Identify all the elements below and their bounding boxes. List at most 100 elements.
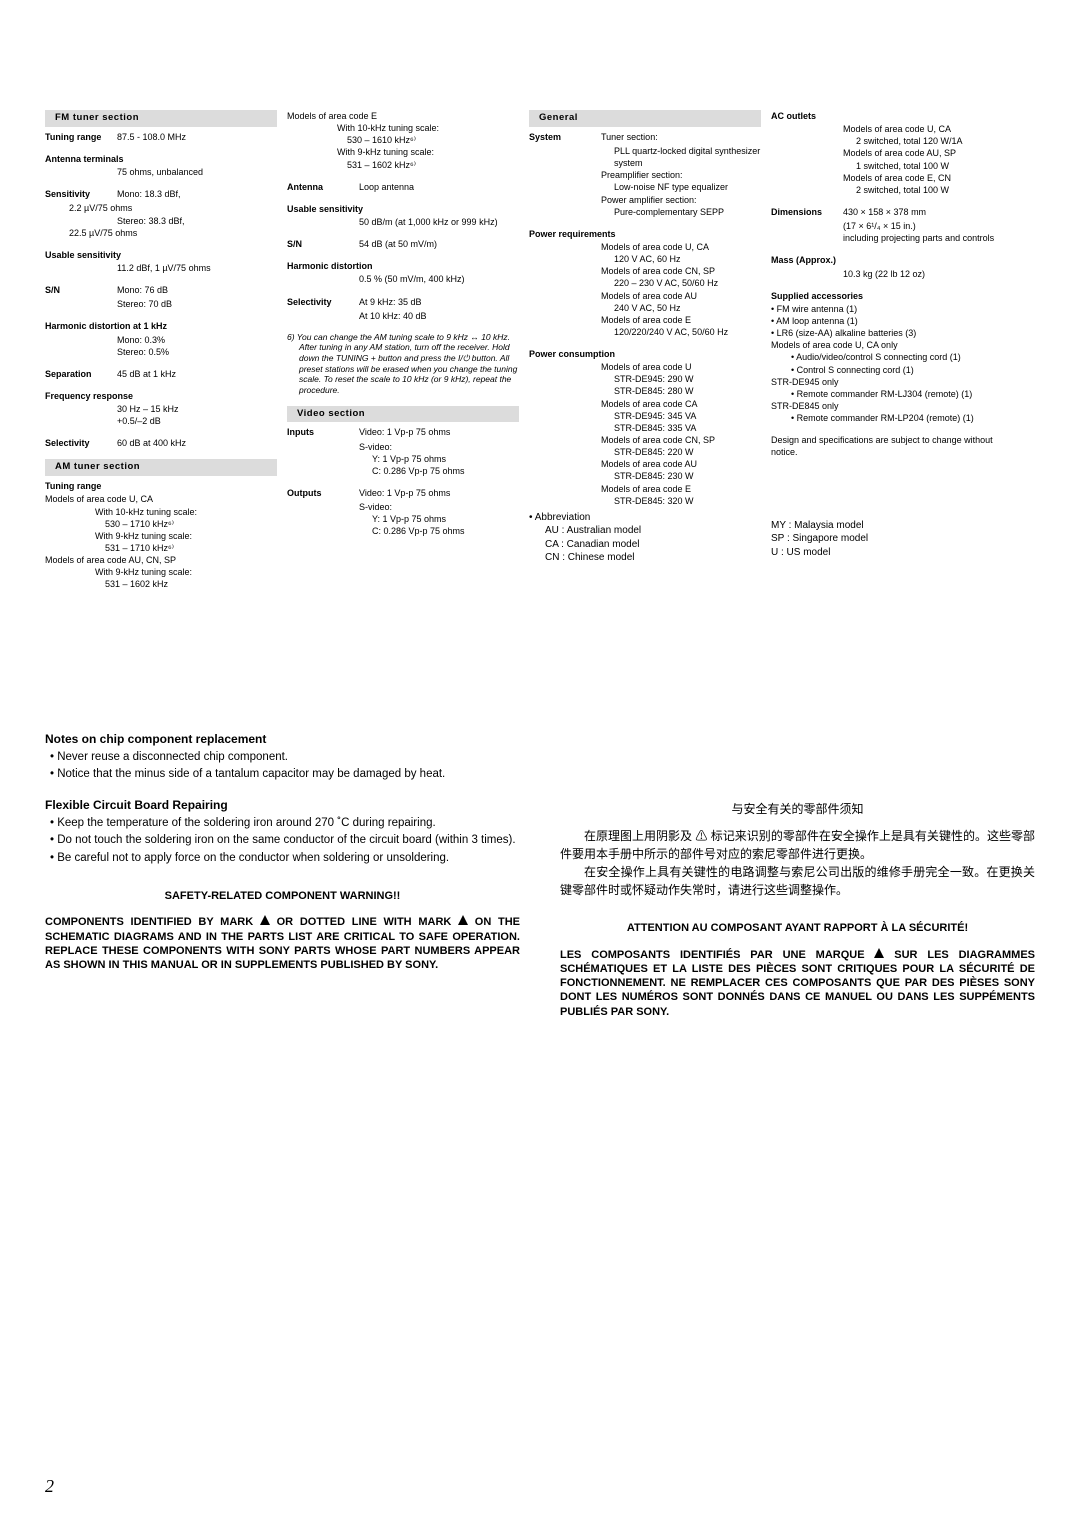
- val: STR-DE945 only: [771, 376, 1003, 388]
- val: Models of area code AU: [529, 290, 761, 302]
- bottom-right: 与安全有关的零部件须知 在原理图上用阴影及 ⚠ 标记来识别的零部件在安全操作上是…: [560, 731, 1035, 1020]
- lbl: Frequency response: [45, 390, 277, 402]
- notice: Design and specifications are subject to…: [771, 434, 1003, 458]
- column-4: AC outlets Models of area code U, CA 2 s…: [771, 110, 1003, 591]
- val: Models of area code U, CA only: [771, 339, 1003, 351]
- lbl: Usable sensitivity: [287, 203, 519, 215]
- spec-columns: FM tuner section Tuning range87.5 - 108.…: [45, 110, 1035, 591]
- warning-triangle-icon: [874, 948, 884, 958]
- val: Y: 1 Vp-p 75 ohms: [287, 513, 519, 525]
- warn-body: COMPONENTS IDENTIFIED BY MARK OR DOTTED …: [45, 915, 520, 972]
- val: • Remote commander RM-LJ304 (remote) (1): [771, 388, 1003, 400]
- val: Mono: 76 dB: [117, 284, 277, 296]
- val: STR-DE845: 230 W: [529, 470, 761, 482]
- val: 2.2 µV/75 ohms: [45, 202, 277, 214]
- val: S-video:: [287, 441, 519, 453]
- lbl: Inputs: [287, 426, 359, 438]
- val: Models of area code U, CA: [771, 123, 1003, 135]
- val: With 9-kHz tuning scale:: [287, 146, 519, 158]
- val: 0.5 % (50 mV/m, 400 kHz): [287, 273, 519, 285]
- val: C: 0.286 Vp-p 75 ohms: [287, 465, 519, 477]
- lbl: Usable sensitivity: [45, 249, 277, 261]
- val: 22.5 µV/75 ohms: [45, 227, 277, 239]
- fr-body: LES COMPOSANTS IDENTIFIÉS PAR UNE MARQUE…: [560, 948, 1035, 1019]
- val: With 10-kHz tuning scale:: [287, 122, 519, 134]
- val: Low-noise NF type equalizer: [529, 181, 761, 193]
- val: 530 – 1610 kHz⁶⁾: [287, 134, 519, 146]
- lbl: Sensitivity: [45, 188, 117, 200]
- val: 87.5 - 108.0 MHz: [117, 131, 277, 143]
- val: Stereo: 70 dB: [45, 298, 277, 310]
- lbl: AC outlets: [771, 110, 1003, 122]
- page-number: 2: [45, 1474, 54, 1498]
- warning-triangle-icon: [260, 915, 270, 925]
- flex-header: Flexible Circuit Board Repairing: [45, 797, 520, 813]
- val: 2 switched, total 100 W: [771, 184, 1003, 196]
- lbl: Supplied accessories: [771, 290, 1003, 302]
- val: • Control S connecting cord (1): [771, 364, 1003, 376]
- val: Loop antenna: [359, 181, 519, 193]
- val: Models of area code U, CA: [45, 493, 277, 505]
- val: STR-DE845 only: [771, 400, 1003, 412]
- fm-header: FM tuner section: [45, 110, 277, 127]
- txt: LES COMPOSANTS IDENTIFIÉS PAR UNE MARQUE: [560, 949, 874, 961]
- val: Models of area code AU, SP: [771, 147, 1003, 159]
- lbl: Separation: [45, 368, 117, 380]
- val: Models of area code E: [287, 110, 519, 122]
- val: 430 × 158 × 378 mm: [843, 206, 1003, 218]
- val: Models of area code E: [529, 483, 761, 495]
- val: including projecting parts and controls: [771, 232, 1003, 244]
- val: Models of area code CN, SP: [529, 265, 761, 277]
- note-item: • Keep the temperature of the soldering …: [45, 816, 520, 832]
- lbl: Tuning range: [45, 131, 117, 143]
- notes-header: Notes on chip component replacement: [45, 731, 520, 747]
- val: With 9-kHz tuning scale:: [45, 566, 277, 578]
- val: Models of area code AU: [529, 458, 761, 470]
- note-item: • Do not touch the soldering iron on the…: [45, 833, 520, 849]
- txt: COMPONENTS IDENTIFIED BY MARK: [45, 916, 260, 928]
- val: PLL quartz-locked digital synthesizer sy…: [529, 145, 761, 169]
- note-item: • Be careful not to apply force on the c…: [45, 851, 520, 867]
- val: Preamplifier section:: [529, 169, 761, 181]
- val: With 10-kHz tuning scale:: [45, 506, 277, 518]
- val: Models of area code E: [529, 314, 761, 326]
- note-item: • Notice that the minus side of a tantal…: [45, 767, 520, 783]
- val: 45 dB at 1 kHz: [117, 368, 277, 380]
- val: STR-DE845: 320 W: [529, 495, 761, 507]
- lbl: Harmonic distortion: [287, 260, 519, 272]
- val: Power amplifier section:: [529, 194, 761, 206]
- val: 60 dB at 400 kHz: [117, 437, 277, 449]
- val: SP : Singapore model: [771, 532, 1003, 546]
- val: 531 – 1710 kHz⁶⁾: [45, 542, 277, 554]
- val: S-video:: [287, 501, 519, 513]
- val: 50 dB/m (at 1,000 kHz or 999 kHz): [287, 216, 519, 228]
- val: 120/220/240 V AC, 50/60 Hz: [529, 326, 761, 338]
- column-1: FM tuner section Tuning range87.5 - 108.…: [45, 110, 277, 591]
- video-header: Video section: [287, 406, 519, 423]
- cn-body: 在安全操作上具有关键性的电路调整与索尼公司出版的维修手册完全一致。在更换关键零部…: [560, 863, 1035, 899]
- val: Video: 1 Vp-p 75 ohms: [359, 487, 519, 499]
- val: 531 – 1602 kHz⁶⁾: [287, 159, 519, 171]
- val: 120 V AC, 60 Hz: [529, 253, 761, 265]
- val: +0.5/–2 dB: [45, 415, 277, 427]
- lbl: System: [529, 131, 601, 143]
- val: 1 switched, total 100 W: [771, 160, 1003, 172]
- lbl: Selectivity: [45, 437, 117, 449]
- val: STR-DE945: 290 W: [529, 373, 761, 385]
- val: STR-DE945: 345 VA: [529, 410, 761, 422]
- val: 2 switched, total 120 W/1A: [771, 135, 1003, 147]
- val: Stereo: 0.5%: [45, 346, 277, 358]
- val: • FM wire antenna (1): [771, 303, 1003, 315]
- lbl: Power consumption: [529, 348, 761, 360]
- general-header: General: [529, 110, 761, 127]
- txt: OR DOTTED LINE WITH MARK: [270, 916, 458, 928]
- lbl: S/N: [45, 284, 117, 296]
- val: 30 Hz – 15 kHz: [45, 403, 277, 415]
- warn-header: SAFETY-RELATED COMPONENT WARNING!!: [45, 889, 520, 904]
- val: Mono: 18.3 dBf,: [117, 188, 277, 200]
- val: Models of area code CN, SP: [529, 434, 761, 446]
- lbl: Antenna terminals: [45, 153, 277, 165]
- am-header: AM tuner section: [45, 459, 277, 476]
- lbl: Power requirements: [529, 228, 761, 240]
- val: Models of area code E, CN: [771, 172, 1003, 184]
